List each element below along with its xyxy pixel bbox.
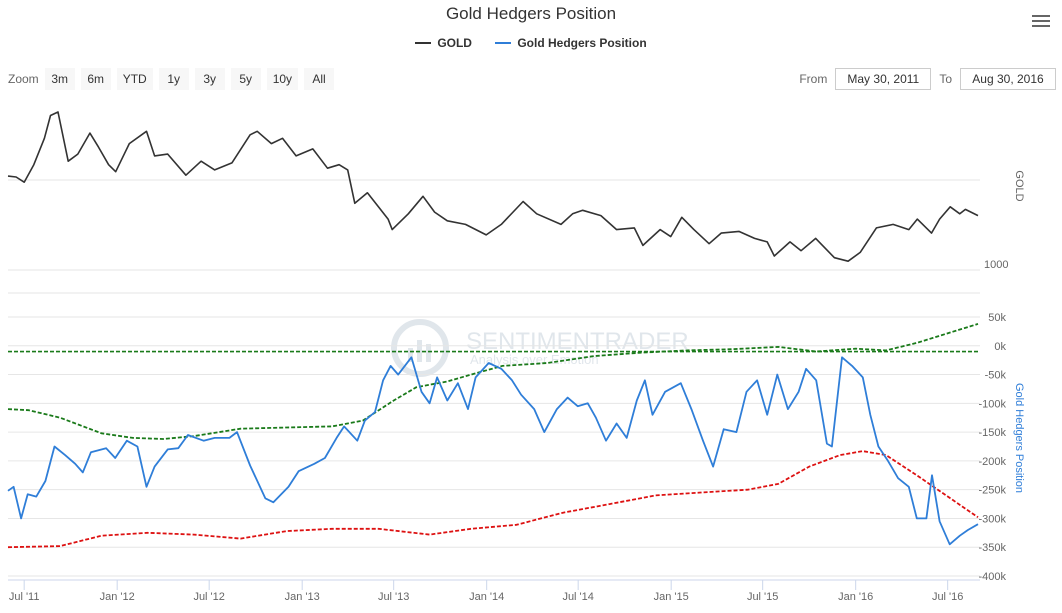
legend: GOLD Gold Hedgers Position xyxy=(0,33,1062,50)
chart-title: Gold Hedgers Position xyxy=(445,4,617,23)
zoom-button-6m[interactable]: 6m xyxy=(80,68,111,90)
gold-line xyxy=(7,111,979,263)
watermark: SENTIMENTRADER Analysis over Emotion xyxy=(391,319,689,377)
x-tick-label: Jul '16 xyxy=(932,591,963,603)
to-label: To xyxy=(939,72,952,86)
zoom-bar: Zoom 3m 6m YTD 1y 3y 5y 10y All xyxy=(8,68,340,90)
to-date-input[interactable]: Aug 30, 2016 xyxy=(960,68,1056,90)
hedgers-tick-label: 50k xyxy=(988,312,1006,324)
x-tick-label: Jan '12 xyxy=(100,591,135,603)
hedgers-tick-label: -350k xyxy=(978,542,1006,554)
legend-label-gold: GOLD xyxy=(437,36,472,50)
x-tick-label: Jan '16 xyxy=(838,591,873,603)
upper-band-line xyxy=(7,323,979,440)
watermark-brand: SENTIMENTRADER xyxy=(466,328,689,355)
axes: 1000 50k 0k -50k -100k -150k -200k -250k -300k -3… xyxy=(978,259,1008,583)
x-tick-label: Jul '12 xyxy=(193,591,224,603)
x-tick-label: Jul '13 xyxy=(378,591,409,603)
zoom-label: Zoom xyxy=(8,72,39,86)
legend-item-gold[interactable]: GOLD xyxy=(415,36,472,50)
hedgers-tick-label: -50k xyxy=(985,370,1007,382)
legend-label-hedgers: Gold Hedgers Position xyxy=(517,36,647,50)
legend-swatch-hedgers xyxy=(495,42,512,44)
x-tick-label: Jul '11 xyxy=(9,591,40,603)
hedgers-tick-label: 0k xyxy=(994,341,1006,353)
date-range: From May 30, 2011 To Aug 30, 2016 xyxy=(799,68,1056,90)
gold-axis-title: GOLD xyxy=(1013,170,1025,201)
bands xyxy=(7,323,979,549)
watermark-logo-bar-1 xyxy=(408,348,413,362)
x-tick-label: Jul '14 xyxy=(562,591,593,603)
zoom-button-5y[interactable]: 5y xyxy=(230,68,261,90)
hedgers-line xyxy=(7,356,979,546)
legend-item-hedgers[interactable]: Gold Hedgers Position xyxy=(495,36,647,50)
zoom-button-ytd[interactable]: YTD xyxy=(116,68,153,90)
zoom-button-all[interactable]: All xyxy=(304,68,335,90)
hedgers-tick-label: -100k xyxy=(978,398,1006,410)
lower-band-line xyxy=(7,450,979,549)
from-date-input[interactable]: May 30, 2011 xyxy=(835,68,932,90)
gold-tick-label: 1000 xyxy=(984,259,1008,271)
zoom-button-10y[interactable]: 10y xyxy=(266,68,299,90)
x-axis: Jul '11 Jan '12 Jul '12 Jan '13 Jul '13 Jan '… xyxy=(8,579,980,603)
legend-swatch-gold xyxy=(415,42,432,44)
watermark-tagline: Analysis over Emotion xyxy=(470,352,599,367)
hedgers-tick-label: -400k xyxy=(978,571,1006,583)
hedgers-tick-label: -300k xyxy=(978,513,1006,525)
x-tick-label: Jan '13 xyxy=(285,591,320,603)
hedgers-tick-label: -150k xyxy=(978,427,1006,439)
hedgers-axis-title: Gold Hedgers Position xyxy=(1013,383,1025,493)
zoom-button-3y[interactable]: 3y xyxy=(194,68,225,90)
gold-grid xyxy=(8,179,980,271)
hedgers-grid xyxy=(8,292,980,577)
zoom-button-1y[interactable]: 1y xyxy=(158,68,189,90)
zoom-button-3m[interactable]: 3m xyxy=(44,68,75,90)
hamburger-menu-icon[interactable] xyxy=(1032,12,1050,30)
x-tick-label: Jan '15 xyxy=(654,591,689,603)
hedgers-tick-label: -250k xyxy=(978,485,1006,497)
from-label: From xyxy=(799,72,828,86)
watermark-logo-bar-3 xyxy=(426,344,431,362)
watermark-logo-icon xyxy=(391,319,449,377)
hedgers-tick-label: -200k xyxy=(978,456,1006,468)
x-tick-label: Jan '14 xyxy=(469,591,504,603)
x-tick-label: Jul '15 xyxy=(747,591,778,603)
series-lines xyxy=(7,111,979,546)
